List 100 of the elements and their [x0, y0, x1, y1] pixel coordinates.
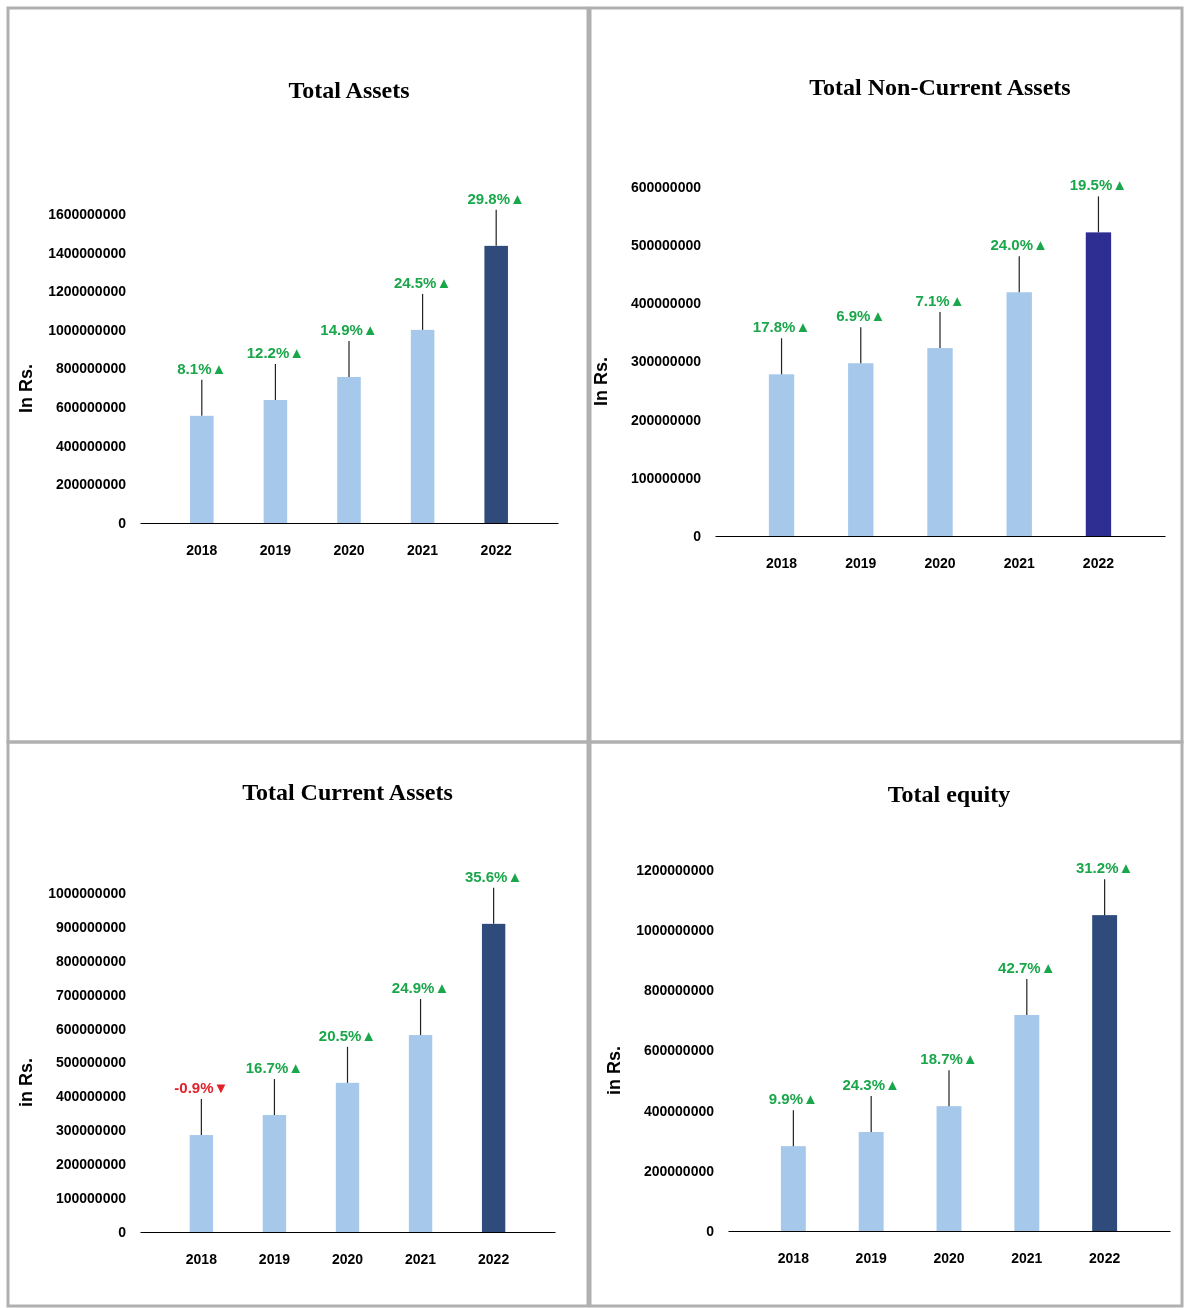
bar [1014, 1015, 1040, 1231]
y-tick-label: 600000000 [643, 1042, 715, 1059]
y-tick-label: 200000000 [55, 476, 127, 493]
y-tick-label: 600000000 [630, 178, 702, 195]
bar [858, 1132, 884, 1231]
bar [1092, 915, 1118, 1231]
y-tick-label: 600000000 [55, 399, 127, 416]
bar [927, 348, 953, 536]
y-tick-label: 400000000 [643, 1102, 715, 1119]
bar [190, 415, 214, 523]
bar [848, 363, 874, 536]
y-tick-label: 200000000 [55, 1156, 127, 1173]
x-tick-label: 2018 [186, 541, 218, 558]
annotation: 7.1%▲ [915, 292, 965, 310]
bar [768, 374, 795, 536]
annotation: 24.0%▲ [990, 236, 1048, 254]
x-tick-label: 2022 [1089, 1249, 1121, 1266]
y-tick-label: 800000000 [55, 360, 127, 377]
annotation: 17.8%▲ [752, 318, 811, 336]
x-tick-label: 2018 [185, 1250, 218, 1267]
y-tick-label: 800000000 [643, 982, 715, 999]
y-tick-label: 0 [118, 514, 127, 531]
y-tick-label: 1200000000 [48, 283, 127, 300]
annotation: -0.9%▼ [174, 1079, 229, 1097]
x-tick-label: 2022 [480, 541, 512, 558]
annotation: 12.2%▲ [246, 343, 305, 361]
x-tick-label: 2019 [259, 541, 292, 558]
y-tick-label: 400000000 [55, 1088, 127, 1105]
bar [410, 329, 435, 523]
x-tick-label: 2020 [933, 1249, 965, 1266]
x-tick-label: 2018 [777, 1249, 810, 1266]
y-axis-title: In Rs. [591, 356, 611, 407]
chart-title: Total Non-Current Assets [809, 74, 1071, 100]
bar [337, 377, 361, 523]
x-tick-label: 2018 [765, 554, 798, 571]
annotation: 20.5%▲ [318, 1026, 377, 1044]
annotation: 14.9%▲ [320, 321, 378, 338]
bar [481, 923, 506, 1232]
bar [936, 1106, 962, 1231]
y-tick-label: 400000000 [55, 437, 127, 454]
y-tick-label: 100000000 [55, 1190, 127, 1207]
x-tick-label: 2021 [407, 541, 439, 558]
y-tick-label: 900000000 [55, 918, 127, 935]
bar [408, 1035, 433, 1232]
y-tick-label: 100000000 [630, 469, 702, 486]
y-tick-label: 1600000000 [48, 205, 127, 222]
x-tick-label: 2020 [333, 541, 365, 558]
y-tick-label: 500000000 [630, 237, 702, 254]
y-tick-label: 1000000000 [48, 884, 127, 901]
x-tick-label: 2022 [1082, 554, 1115, 571]
bar [263, 399, 288, 523]
x-tick-label: 2022 [478, 1250, 510, 1267]
annotation: 35.6%▲ [464, 867, 523, 885]
y-tick-label: 300000000 [630, 353, 702, 370]
y-tick-label: 1000000000 [636, 922, 715, 939]
y-tick-label: 800000000 [55, 952, 127, 969]
annotation: 8.1%▲ [177, 359, 227, 377]
y-axis-title: in Rs. [16, 1057, 36, 1108]
annotation: 42.7%▲ [998, 959, 1056, 976]
chart-title: Total Assets [288, 77, 410, 103]
annotation: 16.7%▲ [245, 1059, 304, 1077]
y-tick-label: 300000000 [55, 1122, 127, 1139]
x-tick-label: 2021 [1011, 1249, 1043, 1266]
annotation: 24.9%▲ [391, 979, 450, 997]
x-tick-label: 2021 [404, 1250, 437, 1267]
y-tick-label: 200000000 [643, 1162, 715, 1179]
y-tick-label: 0 [118, 1223, 127, 1240]
annotation: 24.5%▲ [393, 273, 452, 291]
bar [1085, 232, 1112, 536]
annotation: 18.7%▲ [920, 1050, 978, 1068]
y-tick-label: 500000000 [55, 1054, 127, 1071]
x-tick-label: 2020 [331, 1250, 364, 1267]
bar [189, 1135, 214, 1232]
y-tick-label: 0 [693, 527, 702, 544]
y-axis-title: In Rs. [16, 363, 36, 414]
chart-title: Total Current Assets [242, 779, 453, 805]
chart-title: Total equity [887, 781, 1011, 807]
x-tick-label: 2019 [258, 1250, 291, 1267]
y-axis-title: in Rs. [604, 1045, 624, 1096]
y-tick-label: 200000000 [630, 411, 702, 428]
annotation: 19.5%▲ [1069, 176, 1128, 194]
bar [1006, 292, 1032, 536]
annotation: 24.3%▲ [842, 1076, 900, 1094]
y-tick-label: 400000000 [630, 295, 702, 312]
x-tick-label: 2019 [845, 554, 877, 571]
y-tick-label: 1200000000 [636, 861, 715, 878]
annotation: 9.9%▲ [768, 1090, 818, 1108]
y-tick-label: 700000000 [55, 986, 127, 1003]
bar [262, 1115, 287, 1232]
annotation: 29.8%▲ [467, 189, 525, 207]
y-tick-label: 1400000000 [48, 244, 127, 261]
bar [780, 1146, 806, 1232]
x-tick-label: 2020 [924, 554, 956, 571]
y-tick-label: 0 [706, 1222, 715, 1239]
y-tick-label: 1000000000 [48, 321, 127, 338]
annotation: 6.9%▲ [836, 307, 886, 325]
y-tick-label: 600000000 [55, 1020, 127, 1037]
bar [335, 1082, 360, 1232]
annotation: 31.2%▲ [1075, 859, 1134, 877]
bar [484, 245, 508, 523]
